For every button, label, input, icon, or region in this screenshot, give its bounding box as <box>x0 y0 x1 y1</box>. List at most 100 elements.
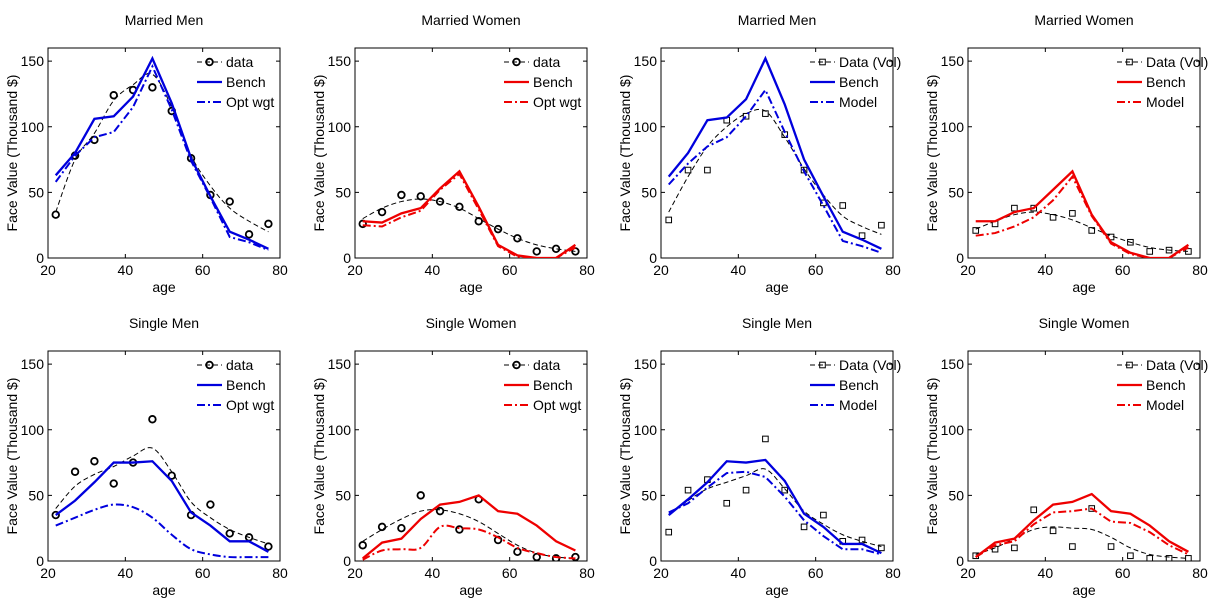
chart-6-xlabel: age <box>459 582 483 598</box>
chart-5-xtick-label: 60 <box>195 565 211 581</box>
chart-1-legend-label: Bench <box>226 74 266 90</box>
chart-8-legend-label: Bench <box>1146 377 1186 393</box>
chart-3-legend-label: Model <box>839 94 877 110</box>
chart-2-legend-label: Bench <box>533 74 573 90</box>
chart-panel-4: Married Women 0 50 100 150 20 40 60 80 age Face Va… <box>924 12 1208 295</box>
chart-8-series-model-line <box>975 507 1189 558</box>
chart-8-legend-marker-data <box>1126 361 1133 369</box>
chart-7-xlabel: age <box>765 582 789 598</box>
chart-5-xlabel: age <box>152 582 176 598</box>
chart-7-data-point <box>665 528 673 536</box>
chart-panel-3: Married Men 0 50 100 150 20 40 60 80 age Face Valu… <box>617 12 901 295</box>
chart-4-legend: Data (Vol) Bench Model <box>1117 54 1208 110</box>
chart-6-xtick-label: 80 <box>579 565 595 581</box>
chart-6-ytick-label: 150 <box>328 356 352 372</box>
chart-6-data-point <box>455 525 464 534</box>
chart-3-data-point <box>878 221 885 229</box>
chart-3-series-fit-line <box>668 108 882 235</box>
chart-2-ylabel: Face Value (Thousand $) <box>311 75 327 232</box>
chart-7-legend: Data (Vol) Bench Model <box>810 357 901 413</box>
chart-5-ylabel: Face Value (Thousand $) <box>4 378 20 535</box>
chart-3-legend: Data (Vol) Bench Model <box>810 54 901 110</box>
chart-5-xtick-label: 40 <box>118 565 134 581</box>
chart-2-data-point <box>532 247 541 256</box>
chart-4-ytick-label: 50 <box>948 184 964 200</box>
chart-6-ytick-label: 100 <box>328 422 352 438</box>
chart-1-series-opt-wgt-line <box>54 63 269 252</box>
chart-1-ylabel: Face Value (Thousand $) <box>4 75 20 232</box>
chart-5-series-opt-wgt-line <box>55 503 269 559</box>
chart-5-legend-label: Opt wgt <box>226 397 274 413</box>
chart-1-legend-marker-data <box>205 57 214 67</box>
chart-1-title: Married Men <box>125 12 204 28</box>
chart-4-series-bench-line <box>975 169 1190 258</box>
chart-1-xtick-label: 40 <box>118 262 134 278</box>
chart-panel-7: Single Men 0 50 100 150 20 40 60 80 age Face Value… <box>617 315 901 598</box>
chart-5-data-point <box>206 500 215 509</box>
chart-1-xtick-label: 80 <box>272 262 288 278</box>
chart-5-axes-box <box>47 350 281 562</box>
chart-1-legend-label: data <box>226 54 253 70</box>
chart-2-legend-marker-data <box>512 57 521 67</box>
chart-7-legend-marker-data <box>819 361 826 369</box>
chart-6-data-point <box>397 523 406 533</box>
chart-2-plot-area <box>358 169 580 258</box>
chart-5-data-point <box>90 457 99 466</box>
chart-6-plot-area <box>358 491 580 561</box>
chart-2-data-point <box>397 190 406 200</box>
chart-3-xlabel: age <box>765 279 789 295</box>
chart-4-legend-marker-data <box>1126 58 1133 66</box>
chart-7-ytick-label: 50 <box>641 487 657 503</box>
chart-2-legend: data Bench Opt wgt <box>504 54 581 110</box>
chart-3-xtick-label: 80 <box>885 262 901 278</box>
chart-3-ylabel: Face Value (Thousand $) <box>617 75 633 232</box>
chart-7-ytick-label: 0 <box>649 553 657 569</box>
chart-7-xtick-label: 40 <box>731 565 747 581</box>
chart-2-ytick-label: 50 <box>335 184 351 200</box>
chart-panel-2: Married Women 0 50 100 150 20 40 60 80 age Face Va… <box>311 12 595 295</box>
chart-8-axes-box <box>967 350 1201 562</box>
chart-4-data-point <box>1069 210 1076 217</box>
chart-1-data-point <box>244 230 254 239</box>
chart-7-data-point <box>781 486 789 494</box>
chart-4-data-point <box>1127 238 1134 246</box>
chart-3-data-point <box>665 216 673 224</box>
chart-2-data-point <box>416 192 425 201</box>
chart-8-series-data-vol-markers <box>972 505 1192 561</box>
chart-8-data-point <box>1049 527 1057 535</box>
chart-4-title: Married Women <box>1034 12 1133 28</box>
chart-2-ytick-label: 150 <box>328 53 352 69</box>
chart-4-data-point <box>1146 248 1154 255</box>
chart-8-legend: Data (Vol) Bench Model <box>1117 357 1208 413</box>
chart-8-xtick-label: 20 <box>960 565 976 581</box>
chart-7-title: Single Men <box>742 315 812 331</box>
chart-6-data-point <box>571 552 580 561</box>
chart-8-ylabel: Face Value (Thousand $) <box>924 378 940 535</box>
chart-1-legend-label: Opt wgt <box>226 94 274 110</box>
chart-1-xlabel: age <box>152 279 176 295</box>
chart-4-ytick-label: 0 <box>956 250 964 266</box>
chart-4-data-point <box>1011 204 1018 212</box>
chart-4-xlabel: age <box>1072 279 1096 295</box>
chart-7-legend-label: Bench <box>839 377 879 393</box>
chart-4-data-point <box>972 227 980 234</box>
chart-3-data-point <box>762 110 769 117</box>
chart-7-xtick-label: 80 <box>885 565 901 581</box>
chart-4-legend-label: Data (Vol) <box>1146 54 1208 70</box>
chart-3-data-point <box>704 166 711 174</box>
chart-3-data-point <box>742 112 750 120</box>
chart-5-xtick-label: 20 <box>40 565 56 581</box>
chart-3-xtick-label: 20 <box>653 262 669 278</box>
chart-2-xtick-label: 60 <box>502 262 518 278</box>
chart-6-data-point <box>377 522 387 532</box>
chart-1-data-point <box>51 210 60 219</box>
chart-4-xtick-label: 80 <box>1192 262 1208 278</box>
chart-8-data-point <box>1088 505 1096 512</box>
chart-panel-1: Married Men 0 50 100 150 20 40 60 80 age Face Valu… <box>4 12 288 295</box>
chart-2-legend-label: Opt wgt <box>533 94 581 110</box>
chart-8-legend-label: Model <box>1146 397 1184 413</box>
chart-8-plot-area <box>972 492 1192 561</box>
chart-4-data-point <box>1165 246 1173 254</box>
chart-2-data-point <box>513 234 522 243</box>
chart-1-ytick-label: 0 <box>36 250 44 266</box>
